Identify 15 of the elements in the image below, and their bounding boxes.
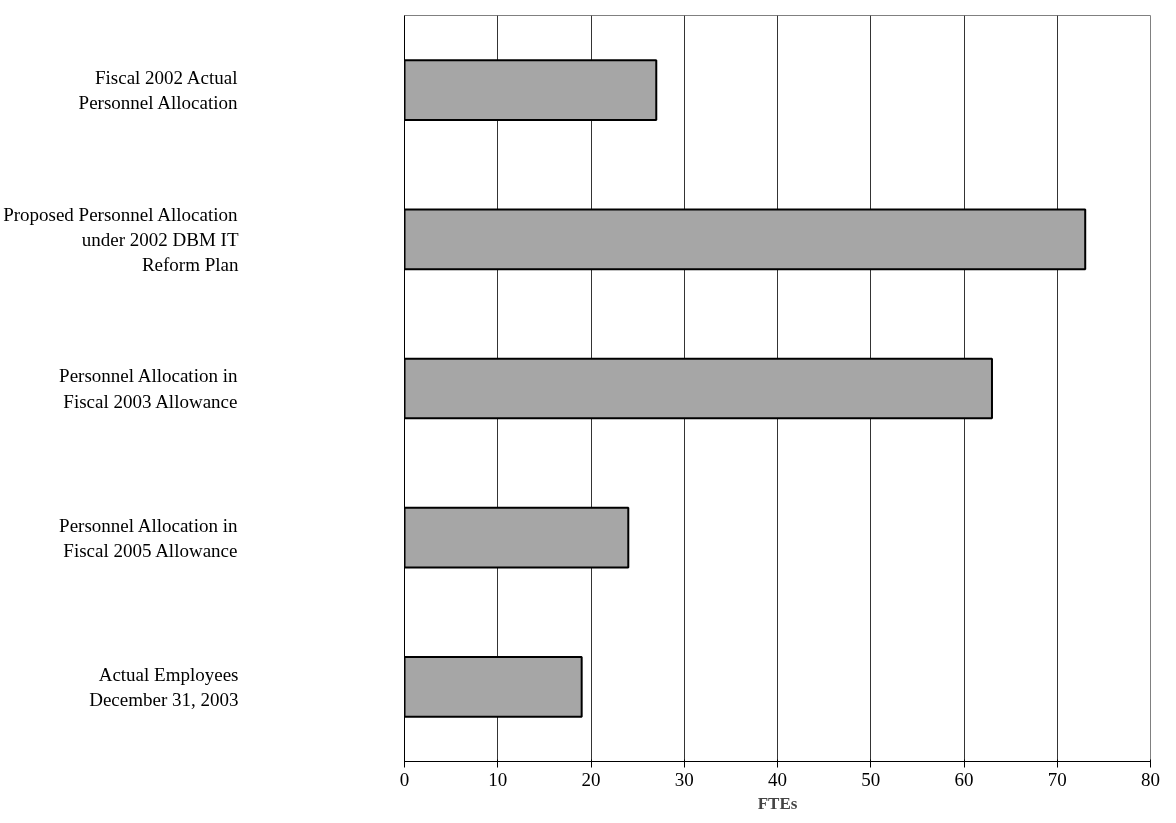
x-tick-label: 0 [399, 768, 410, 790]
x-tick-label: 80 [1141, 768, 1160, 790]
x-tick-label: 40 [768, 768, 787, 790]
x-tick-label: 70 [1047, 768, 1067, 790]
y-tick-label: Fiscal 2002 Actual Personnel Allocation [78, 67, 238, 114]
x-tick-label: 60 [954, 768, 974, 790]
y-tick-label: Proposed Personnel Allocation under 2002 DBM IT Reform Plan [3, 203, 239, 275]
y-tick-label: Actual Employees December 31, 2003 [89, 663, 239, 710]
x-tick-label: 10 [488, 768, 508, 790]
x-axis-title: FTEs [757, 793, 798, 813]
y-tick-label: Personnel Allocation in Fiscal 2005 Allowance [59, 514, 238, 561]
x-tick-label: 50 [861, 768, 881, 790]
x-tick-label: 30 [674, 768, 694, 790]
y-tick-label: Personnel Allocation in Fiscal 2003 Allowance [59, 365, 238, 412]
x-tick-label: 20 [581, 768, 601, 790]
